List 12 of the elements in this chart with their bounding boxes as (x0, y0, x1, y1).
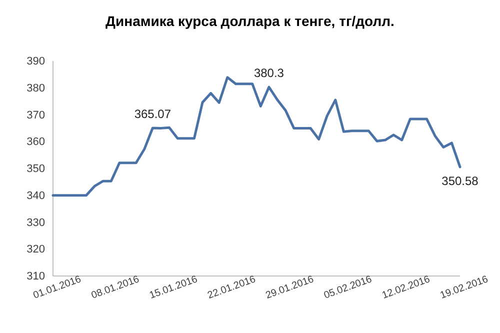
y-tick-label: 380 (26, 82, 45, 94)
annotation: 380.3 (254, 66, 284, 80)
annotation: 365.07 (134, 107, 172, 121)
y-tick-label: 340 (26, 190, 45, 202)
y-tick-label: 360 (26, 136, 45, 148)
annotation: 350.58 (442, 174, 479, 188)
y-tick-label: 330 (26, 216, 45, 229)
y-tick-label: 390 (26, 56, 45, 68)
chart-title: Динамика курса доллара к тенге, тг/долл. (106, 13, 394, 29)
y-tick-label: 370 (26, 109, 45, 122)
y-tick-label: 320 (26, 244, 45, 256)
y-tick-label: 350 (26, 163, 45, 176)
